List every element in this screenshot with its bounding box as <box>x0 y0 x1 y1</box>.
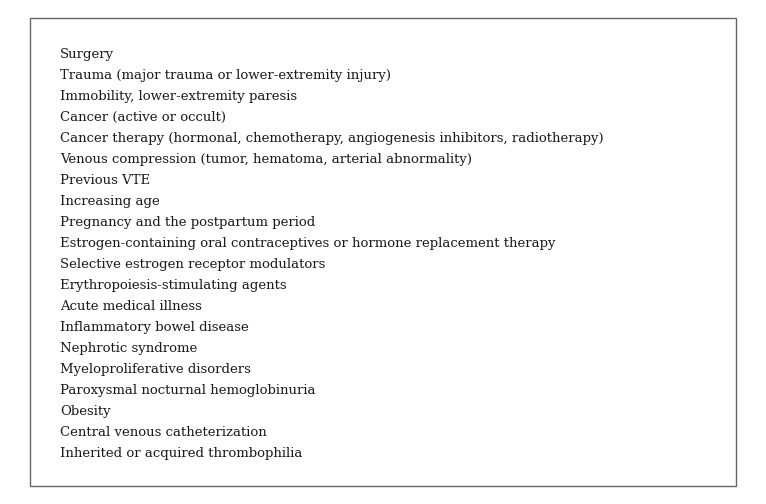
Text: Obesity: Obesity <box>60 405 110 418</box>
Text: Acute medical illness: Acute medical illness <box>60 300 202 313</box>
Text: Nephrotic syndrome: Nephrotic syndrome <box>60 342 198 355</box>
Text: Inherited or acquired thrombophilia: Inherited or acquired thrombophilia <box>60 447 303 460</box>
Text: Previous VTE: Previous VTE <box>60 174 150 187</box>
Text: Paroxysmal nocturnal hemoglobinuria: Paroxysmal nocturnal hemoglobinuria <box>60 384 316 397</box>
Text: Pregnancy and the postpartum period: Pregnancy and the postpartum period <box>60 216 316 229</box>
Text: Inflammatory bowel disease: Inflammatory bowel disease <box>60 321 249 334</box>
Text: Estrogen-containing oral contraceptives or hormone replacement therapy: Estrogen-containing oral contraceptives … <box>60 237 555 250</box>
Text: Immobility, lower-extremity paresis: Immobility, lower-extremity paresis <box>60 90 297 103</box>
Text: Erythropoiesis-stimulating agents: Erythropoiesis-stimulating agents <box>60 279 286 292</box>
Text: Venous compression (tumor, hematoma, arterial abnormality): Venous compression (tumor, hematoma, art… <box>60 153 472 166</box>
Text: Surgery: Surgery <box>60 48 114 61</box>
Text: Central venous catheterization: Central venous catheterization <box>60 426 267 439</box>
Text: Trauma (major trauma or lower-extremity injury): Trauma (major trauma or lower-extremity … <box>60 69 391 82</box>
Text: Cancer (active or occult): Cancer (active or occult) <box>60 111 226 124</box>
Text: Cancer therapy (hormonal, chemotherapy, angiogenesis inhibitors, radiotherapy): Cancer therapy (hormonal, chemotherapy, … <box>60 132 604 145</box>
Text: Myeloproliferative disorders: Myeloproliferative disorders <box>60 363 251 376</box>
Text: Increasing age: Increasing age <box>60 195 160 208</box>
Text: Selective estrogen receptor modulators: Selective estrogen receptor modulators <box>60 258 326 271</box>
